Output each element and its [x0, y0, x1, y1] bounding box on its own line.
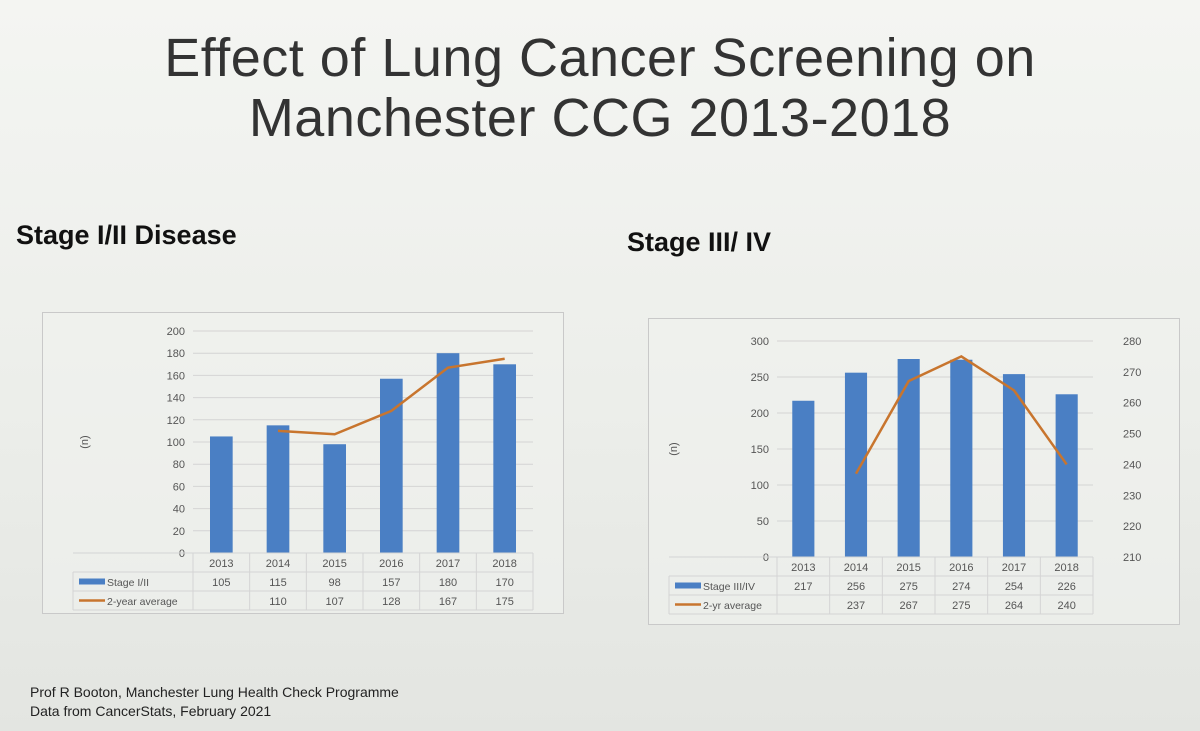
data-label-line: 175: [495, 596, 513, 608]
slide-title: Effect of Lung Cancer Screening on Manch…: [0, 28, 1200, 148]
y-tick-label: 0: [763, 552, 769, 564]
x-tick-label: 2017: [436, 558, 460, 570]
y2-tick-label: 240: [1123, 459, 1141, 471]
bar-2018: [493, 364, 516, 553]
data-label-bars: 105: [212, 577, 230, 589]
bar-2013: [792, 400, 815, 557]
data-label-bars: 98: [329, 577, 341, 589]
data-label-line: 267: [899, 600, 917, 612]
legend-label-bars: Stage I/II: [107, 577, 149, 589]
y2-tick-label: 280: [1123, 336, 1141, 348]
data-label-line: 240: [1057, 600, 1075, 612]
bar-2016: [380, 378, 403, 553]
y-tick-label: 60: [173, 481, 185, 493]
bar-2017: [1002, 374, 1026, 557]
bar-2013: [210, 436, 233, 553]
data-label-bars: 274: [952, 581, 970, 593]
data-label-bars: 115: [269, 577, 287, 589]
y-tick-label: 50: [757, 516, 769, 528]
y-axis-label: (n): [79, 435, 91, 448]
y-tick-label: 120: [167, 415, 185, 427]
y-tick-label: 200: [751, 408, 769, 420]
data-label-bars: 226: [1057, 581, 1075, 593]
y-tick-label: 150: [751, 444, 769, 456]
x-tick-label: 2015: [322, 558, 346, 570]
y2-tick-label: 230: [1123, 490, 1141, 502]
y2-tick-label: 210: [1123, 552, 1141, 564]
x-tick-label: 2013: [791, 562, 815, 574]
footer-author: Prof R Booton, Manchester Lung Health Ch…: [30, 684, 399, 700]
data-label-bars: 180: [439, 577, 457, 589]
x-tick-label: 2018: [1054, 562, 1078, 574]
data-label-line: 128: [382, 596, 400, 608]
x-tick-label: 2016: [379, 558, 403, 570]
data-label-line: 264: [1005, 600, 1023, 612]
bar-2018: [1055, 394, 1078, 557]
data-label-line: 107: [325, 596, 343, 608]
y-tick-label: 250: [751, 372, 769, 384]
y-tick-label: 40: [173, 504, 185, 516]
bar-2014: [844, 372, 868, 557]
x-tick-label: 2018: [492, 558, 516, 570]
y-tick-label: 100: [167, 437, 185, 449]
y-tick-label: 80: [173, 459, 185, 471]
x-tick-label: 2017: [1002, 562, 1026, 574]
y-tick-label: 20: [173, 526, 185, 538]
data-label-bars: 157: [382, 577, 400, 589]
y-tick-label: 180: [167, 348, 185, 360]
legend-label-line: 2-yr average: [703, 600, 762, 612]
y2-tick-label: 220: [1123, 521, 1141, 533]
data-label-bars: 170: [495, 577, 513, 589]
footer-source: Data from CancerStats, February 2021: [30, 703, 272, 719]
data-label-bars: 217: [794, 581, 812, 593]
y-tick-label: 0: [179, 548, 185, 560]
data-label-line: 275: [952, 600, 970, 612]
legend-label-line: 2-year average: [107, 596, 178, 608]
y-tick-label: 100: [751, 480, 769, 492]
bar-2016: [950, 359, 973, 557]
x-tick-label: 2014: [266, 558, 290, 570]
slide-title-line-2: Manchester CCG 2013-2018: [248, 88, 952, 148]
y-tick-label: 200: [167, 326, 185, 338]
y-tick-label: 300: [751, 336, 769, 348]
stage-1-2-heading: Stage I/II Disease: [16, 220, 237, 250]
bar-2015: [897, 359, 920, 557]
data-label-line: 167: [439, 596, 457, 608]
stage-3-4-chart: 0 50 100 150 200 250 300 210 220 230 240 250 260 270 2…: [668, 336, 1141, 615]
bar-2017: [436, 353, 460, 553]
y-axis-label: (n): [668, 442, 680, 455]
slide-title-line-1: Effect of Lung Cancer Screening on: [164, 28, 1036, 88]
stage-3-4-chart-panel: 0 50 100 150 200 250 300 210 220 230 240 250 260 270 2…: [648, 318, 1180, 625]
y2-tick-label: 260: [1123, 398, 1141, 410]
y2-tick-label: 250: [1123, 429, 1141, 441]
data-label-bars: 254: [1005, 581, 1023, 593]
bar-2014: [266, 425, 290, 553]
x-tick-label: 2016: [949, 562, 973, 574]
stage-1-2-chart-panel: 0 20 40 60 80 100 120 140 160 180 200 (n) 2013 2014 20…: [42, 312, 564, 614]
stage-3-4-heading: Stage III/ IV: [627, 227, 772, 257]
x-tick-label: 2015: [896, 562, 920, 574]
legend-label-bars: Stage III/IV: [703, 581, 755, 593]
x-tick-label: 2014: [844, 562, 868, 574]
stage-1-2-chart: 0 20 40 60 80 100 120 140 160 180 200 (n) 2013 2014 20…: [72, 326, 534, 611]
y-tick-label: 160: [167, 370, 185, 382]
legend-key-bars: [79, 578, 105, 585]
data-label-bars: 275: [899, 581, 917, 593]
legend-key-bars: [675, 582, 701, 589]
data-label-bars: 256: [847, 581, 865, 593]
y-tick-label: 140: [167, 393, 185, 405]
x-tick-label: 2013: [209, 558, 233, 570]
footer-credits: Prof R Booton, Manchester Lung Health Ch…: [30, 683, 399, 721]
data-label-line: 110: [269, 596, 287, 608]
y2-tick-label: 270: [1123, 367, 1141, 379]
bar-2015: [323, 444, 346, 553]
data-label-line: 237: [847, 600, 865, 612]
